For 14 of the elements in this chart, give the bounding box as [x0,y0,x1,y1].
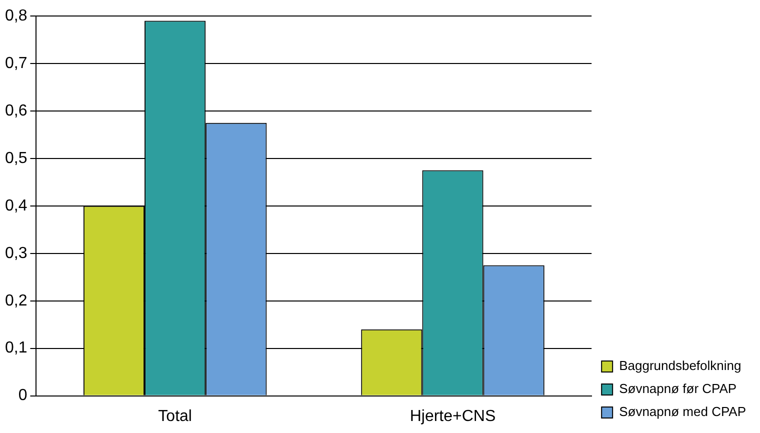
x-tick-label: Total [158,408,192,425]
y-tick-label: 0,4 [4,197,28,214]
y-tick-label: 0 [18,387,28,404]
y-tick-label: 0,2 [4,292,28,310]
y-tick-label: 0,5 [4,150,28,167]
y-tick-label: 0,1 [4,340,28,357]
legend-label: Søvnapnø før CPAP [619,381,737,396]
legend-label: Søvnapnø med CPAP [619,404,746,420]
y-tick-label: 0,8 [4,7,28,24]
y-tick-label: 0,6 [4,102,28,120]
y-tick-label: 0,7 [4,54,28,72]
legend-label: Baggrundsbefolkning [619,358,742,374]
y-tick-label: 0,3 [4,244,28,262]
x-tick-label: Hjerte+CNS [410,408,496,425]
